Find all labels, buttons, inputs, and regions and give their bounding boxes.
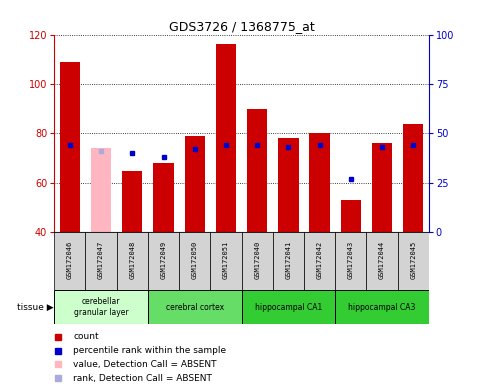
- Bar: [341, 200, 361, 232]
- Bar: [91, 148, 111, 232]
- Bar: [122, 170, 142, 232]
- Bar: [60, 62, 80, 232]
- Text: cerebral cortex: cerebral cortex: [166, 303, 224, 312]
- Bar: [273, 232, 304, 290]
- Bar: [184, 136, 205, 232]
- Text: count: count: [73, 332, 99, 341]
- Bar: [85, 232, 117, 290]
- Text: GSM172043: GSM172043: [348, 241, 354, 279]
- Bar: [247, 109, 267, 232]
- Bar: [310, 134, 330, 232]
- Text: tissue ▶: tissue ▶: [17, 303, 54, 312]
- Text: GSM172041: GSM172041: [285, 241, 291, 279]
- Bar: [54, 232, 85, 290]
- Text: GSM172044: GSM172044: [379, 241, 385, 279]
- Bar: [335, 290, 429, 324]
- Text: rank, Detection Call = ABSENT: rank, Detection Call = ABSENT: [73, 374, 212, 383]
- Bar: [179, 232, 211, 290]
- Text: GSM172047: GSM172047: [98, 241, 104, 279]
- Text: GSM172050: GSM172050: [192, 241, 198, 279]
- Text: percentile rank within the sample: percentile rank within the sample: [73, 346, 226, 355]
- Bar: [211, 232, 242, 290]
- Bar: [278, 138, 299, 232]
- Bar: [398, 232, 429, 290]
- Bar: [304, 232, 335, 290]
- Title: GDS3726 / 1368775_at: GDS3726 / 1368775_at: [169, 20, 315, 33]
- Text: GSM172048: GSM172048: [129, 241, 135, 279]
- Text: GSM172049: GSM172049: [161, 241, 167, 279]
- Text: hippocampal CA3: hippocampal CA3: [349, 303, 416, 312]
- Bar: [153, 163, 174, 232]
- Text: GSM172042: GSM172042: [317, 241, 322, 279]
- Bar: [148, 290, 242, 324]
- Bar: [54, 290, 148, 324]
- Text: cerebellar
granular layer: cerebellar granular layer: [74, 298, 128, 317]
- Text: GSM172051: GSM172051: [223, 241, 229, 279]
- Text: GSM172046: GSM172046: [67, 241, 73, 279]
- Bar: [216, 45, 236, 232]
- Bar: [148, 232, 179, 290]
- Text: hippocampal CA1: hippocampal CA1: [255, 303, 322, 312]
- Bar: [117, 232, 148, 290]
- Bar: [372, 143, 392, 232]
- Bar: [242, 290, 335, 324]
- Bar: [242, 232, 273, 290]
- Text: GSM172040: GSM172040: [254, 241, 260, 279]
- Text: GSM172045: GSM172045: [410, 241, 416, 279]
- Text: value, Detection Call = ABSENT: value, Detection Call = ABSENT: [73, 360, 216, 369]
- Bar: [403, 124, 423, 232]
- Bar: [366, 232, 398, 290]
- Bar: [335, 232, 366, 290]
